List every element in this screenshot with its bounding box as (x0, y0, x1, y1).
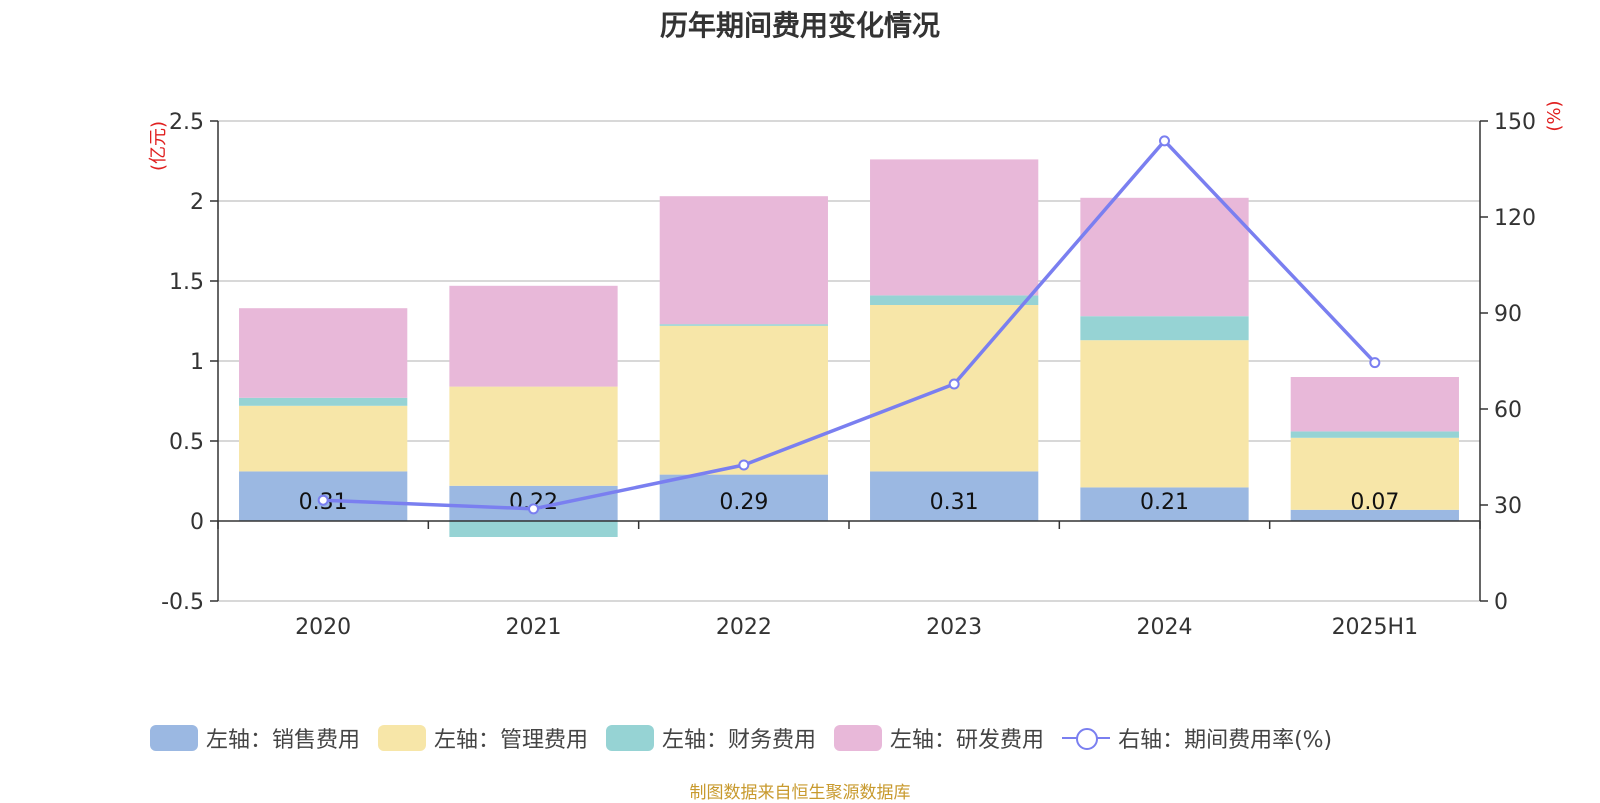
left-tick-label: 2.5 (169, 110, 204, 135)
left-tick-label: 0 (190, 510, 204, 535)
left-axis-label: (亿元) (148, 121, 169, 171)
legend-swatch (150, 725, 198, 751)
left-tick-label: 0.5 (169, 430, 204, 455)
rate-point-2023 (948, 378, 960, 390)
bar-series1-2021 (449, 386, 618, 486)
bar-series1-2025H1 (1290, 437, 1459, 510)
right-tick-label: 90 (1494, 302, 1522, 327)
rate-point-2021 (528, 503, 539, 515)
legend-label: 右轴：期间费用率(%) (1118, 728, 1333, 753)
right-tick-label: 60 (1494, 398, 1522, 423)
legend-swatch (834, 725, 883, 751)
chart-title: 历年期间费用变化情况 (659, 9, 940, 42)
rate-point-2020 (317, 494, 329, 506)
grid-lines (218, 120, 1480, 602)
legend-item[interactable]: 左轴：财务费用 (606, 722, 816, 754)
bar-series0-2022 (659, 474, 828, 521)
legend-label: 左轴：研发费用 (890, 728, 1045, 753)
axes: -0.5 0 0.5 1 1.5 2 2.5 0 30 60 90 120 150 2020 2021 202… (148, 100, 1565, 640)
legend-swatch (606, 725, 655, 751)
bar-series3-2025H1 (1290, 377, 1459, 432)
bar-series0-2024 (1080, 487, 1249, 521)
right-tick-label: 120 (1494, 206, 1536, 231)
legend: 左轴：销售费用 左轴：管理费用 左轴：财务费用 左轴：研发费用 右轴：期间费用率(%) (150, 718, 1450, 758)
bar-series3-2021 (449, 285, 618, 387)
legend-item[interactable]: 左轴：管理费用 (378, 722, 588, 754)
legend-label: 左轴：财务费用 (662, 728, 817, 753)
bar-series1-2022 (659, 325, 828, 475)
x-tick-label: 2025H1 (1332, 615, 1419, 640)
x-tick-label: 2021 (506, 615, 562, 640)
bar-series2-2020 (239, 397, 408, 406)
left-tick-label: 1 (190, 350, 204, 375)
legend-item[interactable]: 左轴：研发费用 (834, 722, 1044, 754)
bar-series0-2023 (870, 471, 1039, 521)
bar-series3-2022 (659, 196, 828, 325)
data-label: 0.31 (930, 490, 979, 515)
bar-series3-2024 (1080, 197, 1249, 317)
rate-point-2022 (738, 459, 750, 471)
legend-item[interactable]: 右轴：期间费用率(%) (1062, 722, 1332, 754)
bar-series3-2020 (239, 308, 408, 398)
data-labels: 0.310.220.290.310.210.07 (299, 490, 1400, 515)
bar-series2-2021 (449, 521, 618, 537)
bar-series0-2025H1 (1290, 509, 1459, 521)
rate-line (317, 135, 1381, 515)
bar-series2-2024 (1080, 316, 1249, 341)
rate-point-2025H1 (1369, 357, 1381, 369)
legend-line-marker (1062, 725, 1111, 751)
x-tick-label: 2020 (295, 615, 351, 640)
rate-line-path (323, 139, 1377, 511)
left-tick-label: -0.5 (161, 590, 204, 615)
data-label: 0.21 (1140, 490, 1189, 515)
bar-series2-2025H1 (1290, 431, 1459, 438)
right-axis-label: (%) (1544, 100, 1565, 131)
bar-series1-2024 (1080, 340, 1249, 488)
x-tick-label: 2022 (716, 615, 772, 640)
right-tick-label: 150 (1494, 110, 1536, 135)
left-tick-label: 2 (190, 190, 204, 215)
bar-series2-2023 (870, 295, 1039, 305)
x-tick-label: 2024 (1137, 615, 1193, 640)
right-tick-label: 0 (1494, 590, 1508, 615)
bar-series3-2023 (870, 159, 1039, 296)
legend-item[interactable]: 左轴：销售费用 (150, 722, 360, 754)
rate-point-2024 (1159, 135, 1170, 147)
data-label: 0.07 (1350, 490, 1399, 515)
left-tick-label: 1.5 (169, 270, 204, 295)
legend-swatch (378, 725, 427, 751)
bar-series1-2020 (239, 405, 408, 472)
bar-series2-2022 (659, 324, 828, 326)
source-note: 制图数据来自恒生聚源数据库 (689, 783, 911, 803)
right-tick-label: 30 (1494, 494, 1522, 519)
data-label: 0.29 (719, 490, 768, 515)
legend-label: 左轴：管理费用 (434, 728, 589, 753)
legend-label: 左轴：销售费用 (206, 728, 361, 753)
x-tick-label: 2023 (926, 615, 982, 640)
bars (239, 159, 1459, 537)
